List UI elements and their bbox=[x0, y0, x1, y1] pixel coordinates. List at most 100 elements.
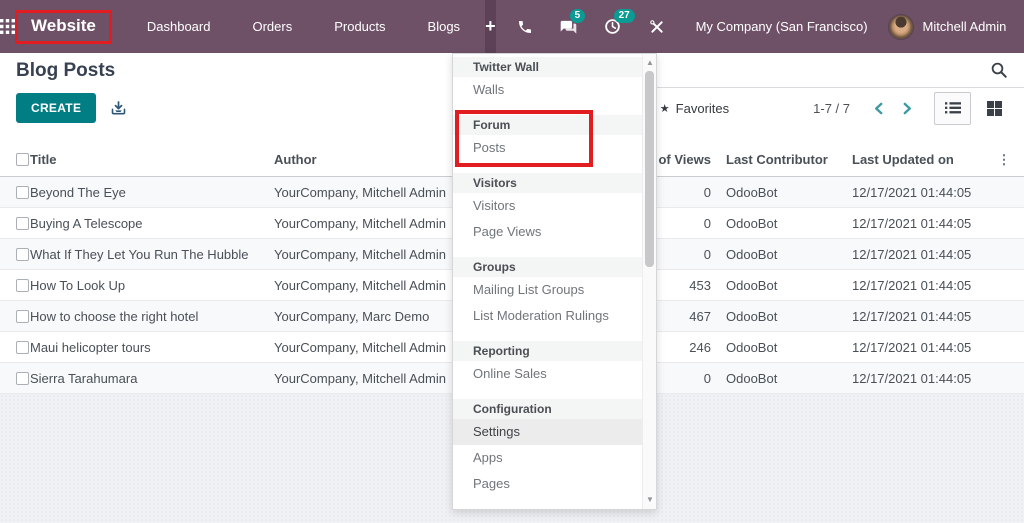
apps-menu-button[interactable] bbox=[0, 0, 15, 53]
cell-updated: 12/17/2021 01:44:05 bbox=[852, 308, 972, 324]
cell-title: Buying A Telescope bbox=[30, 215, 143, 231]
nav-item-products[interactable]: Products bbox=[334, 19, 386, 34]
voip-phone-button[interactable] bbox=[510, 12, 540, 42]
cell-updated: 12/17/2021 01:44:05 bbox=[852, 184, 972, 200]
row-checkbox[interactable] bbox=[16, 340, 29, 354]
cell-contributor: OdooBot bbox=[726, 277, 778, 293]
cell-views: 0 bbox=[703, 246, 711, 262]
control-panel-buttons: CREATE ★ Favorites 1-7 / 7 bbox=[0, 88, 1024, 128]
nav-item-orders[interactable]: Orders bbox=[252, 19, 293, 34]
cell-views: 0 bbox=[703, 184, 711, 200]
header-updated[interactable]: Last Updated on bbox=[852, 152, 954, 167]
control-panel-right: ★ Favorites 1-7 / 7 bbox=[660, 91, 1008, 125]
page-title: Blog Posts bbox=[16, 59, 116, 81]
menu-section-forum: Forum bbox=[453, 115, 644, 135]
company-switcher[interactable]: My Company (San Francisco) bbox=[695, 19, 868, 34]
cell-views: 0 bbox=[703, 370, 711, 386]
menu-item-visitors[interactable]: Visitors bbox=[473, 198, 516, 213]
plus-icon: + bbox=[485, 16, 496, 36]
export-button[interactable] bbox=[110, 100, 127, 116]
list-view-icon bbox=[944, 102, 961, 114]
activities-count-badge: 27 bbox=[613, 8, 635, 23]
row-checkbox[interactable] bbox=[16, 185, 29, 199]
menu-section-visitors: Visitors bbox=[453, 173, 644, 193]
wrench-tools-icon bbox=[649, 19, 663, 33]
row-checkbox[interactable] bbox=[16, 309, 29, 323]
kanban-view-icon bbox=[987, 100, 1002, 116]
menu-section-reporting: Reporting bbox=[453, 341, 644, 361]
chevron-left-icon bbox=[875, 102, 883, 114]
cell-author: YourCompany, Mitchell Admin bbox=[274, 339, 446, 355]
nav-item-blogs[interactable]: Blogs bbox=[427, 19, 461, 34]
cell-author: YourCompany, Mitchell Admin bbox=[274, 277, 446, 293]
cell-views: 453 bbox=[689, 277, 711, 293]
menu-item-pages[interactable]: Pages bbox=[473, 476, 510, 491]
current-app-name[interactable]: Website bbox=[31, 15, 96, 35]
menu-section-twitter-wall: Twitter Wall bbox=[453, 57, 644, 77]
activities-button[interactable]: 27 bbox=[598, 8, 635, 42]
favorites-label: Favorites bbox=[675, 100, 730, 116]
menu-item-mailing-list-groups[interactable]: Mailing List Groups bbox=[473, 282, 585, 297]
star-icon: ★ bbox=[659, 102, 670, 115]
nav-item-dashboard[interactable]: Dashboard bbox=[146, 19, 211, 34]
cell-updated: 12/17/2021 01:44:05 bbox=[852, 277, 972, 293]
pager-previous-button[interactable] bbox=[864, 102, 893, 115]
menu-section-configuration: Configuration bbox=[453, 399, 644, 419]
dropdown-scrollbar[interactable]: ▲ ▼ bbox=[642, 54, 656, 509]
create-button[interactable]: CREATE bbox=[16, 93, 97, 123]
menu-item-online-sales[interactable]: Online Sales bbox=[473, 366, 547, 381]
user-avatar[interactable] bbox=[887, 13, 914, 40]
row-checkbox[interactable] bbox=[16, 371, 29, 385]
view-switcher bbox=[934, 91, 1008, 125]
cell-author: YourCompany, Mitchell Admin bbox=[274, 215, 446, 231]
menu-item-settings[interactable]: Settings bbox=[453, 419, 644, 445]
optional-columns-toggle[interactable]: ⋮ bbox=[997, 151, 1011, 167]
menu-item-apps[interactable]: Apps bbox=[473, 450, 503, 465]
apps-grid-icon bbox=[0, 19, 15, 34]
select-all-checkbox[interactable] bbox=[16, 153, 29, 166]
cell-title: What If They Let You Run The Hubble bbox=[30, 246, 249, 262]
search-bar[interactable] bbox=[656, 53, 1024, 88]
systray: 5 27 My Company (San Francisco) Mitchell… bbox=[496, 8, 1024, 42]
menu-item-posts[interactable]: Posts bbox=[473, 140, 506, 155]
messages-count-badge: 5 bbox=[569, 8, 586, 23]
scrollbar-thumb[interactable] bbox=[645, 71, 654, 267]
list-view-button[interactable] bbox=[934, 91, 971, 125]
search-icon[interactable] bbox=[990, 61, 1008, 79]
new-content-button[interactable]: + bbox=[485, 0, 496, 53]
header-title[interactable]: Title bbox=[30, 152, 57, 167]
cell-title: Sierra Tarahumara bbox=[30, 370, 138, 386]
chat-bubbles-icon bbox=[560, 20, 577, 34]
scroll-down-arrow-icon[interactable]: ▼ bbox=[646, 495, 654, 504]
cell-views: 467 bbox=[689, 308, 711, 324]
menu-section-groups: Groups bbox=[453, 257, 644, 277]
debug-tools-button[interactable] bbox=[642, 12, 672, 42]
navbar-menu: Dashboard Orders Products Blogs bbox=[126, 0, 481, 53]
activity-clock-icon bbox=[605, 19, 620, 34]
menu-item-list-moderation-rulings[interactable]: List Moderation Rulings bbox=[473, 308, 609, 323]
pager-next-button[interactable] bbox=[893, 102, 922, 115]
cell-contributor: OdooBot bbox=[726, 184, 778, 200]
header-contributor[interactable]: Last Contributor bbox=[726, 152, 828, 167]
cell-updated: 12/17/2021 01:44:05 bbox=[852, 246, 972, 262]
export-download-icon bbox=[111, 101, 126, 115]
cell-contributor: OdooBot bbox=[726, 339, 778, 355]
row-checkbox[interactable] bbox=[16, 247, 29, 261]
scroll-up-arrow-icon[interactable]: ▲ bbox=[646, 58, 654, 67]
cell-contributor: OdooBot bbox=[726, 246, 778, 262]
row-checkbox[interactable] bbox=[16, 278, 29, 292]
cell-updated: 12/17/2021 01:44:05 bbox=[852, 215, 972, 231]
user-menu[interactable]: Mitchell Admin bbox=[922, 19, 1007, 34]
menu-item-page-views[interactable]: Page Views bbox=[473, 224, 542, 239]
cell-contributor: OdooBot bbox=[726, 215, 778, 231]
cell-updated: 12/17/2021 01:44:05 bbox=[852, 339, 972, 355]
row-checkbox[interactable] bbox=[16, 216, 29, 230]
cell-views: 246 bbox=[689, 339, 711, 355]
kanban-view-button[interactable] bbox=[971, 92, 1008, 125]
favorites-filter[interactable]: ★ Favorites bbox=[660, 101, 729, 116]
menu-item-walls[interactable]: Walls bbox=[473, 82, 505, 97]
messages-button[interactable]: 5 bbox=[554, 8, 586, 42]
new-content-menu-list: Twitter Wall Walls Forum Posts Visitors Visit… bbox=[453, 54, 644, 497]
header-author[interactable]: Author bbox=[274, 152, 317, 167]
control-panel-top: Blog Posts bbox=[0, 53, 1024, 88]
